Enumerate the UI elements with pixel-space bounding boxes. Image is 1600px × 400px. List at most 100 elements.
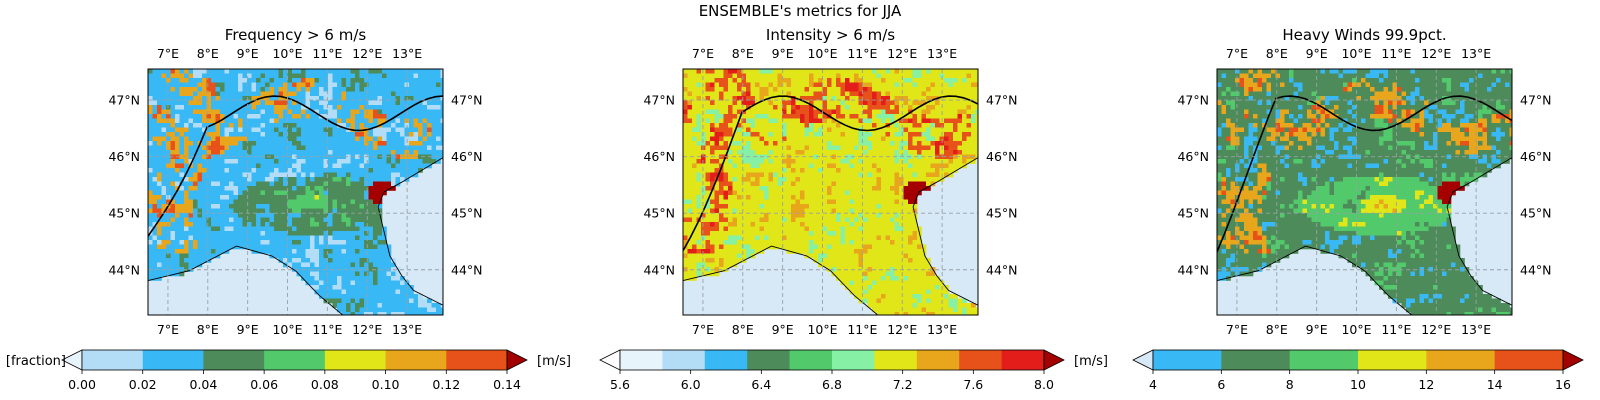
lat-tick-label-left: 46°N xyxy=(643,149,675,164)
colorbar-tick-label: 6.4 xyxy=(751,377,771,392)
lat-tick-label-right: 47°N xyxy=(986,93,1018,108)
coastline xyxy=(377,157,443,306)
colorbar-tick-label: 10 xyxy=(1350,377,1366,392)
colorbar-segment xyxy=(1289,350,1359,370)
lat-tick-label-right: 46°N xyxy=(986,149,1018,164)
lon-tick-label-top: 10°E xyxy=(807,46,837,61)
lon-tick-label-top: 13°E xyxy=(1461,46,1491,61)
lat-tick-label-right: 45°N xyxy=(986,206,1018,221)
lon-tick-label-top: 11°E xyxy=(1381,46,1411,61)
lon-tick-label-bottom: 12°E xyxy=(352,322,382,337)
lon-tick-label-bottom: 10°E xyxy=(272,322,302,337)
coastline xyxy=(912,157,978,306)
lon-tick-label-bottom: 8°E xyxy=(197,322,219,337)
lat-tick-label-right: 45°N xyxy=(1520,206,1552,221)
lon-tick-label-top: 13°E xyxy=(392,46,422,61)
colorbar-extend-over xyxy=(1043,349,1065,371)
colorbar-segment xyxy=(747,350,790,370)
colorbar-segment xyxy=(1494,350,1564,370)
lon-tick-label-top: 12°E xyxy=(887,46,917,61)
lat-tick-label-left: 44°N xyxy=(643,262,675,277)
colorbar-segment xyxy=(264,350,326,370)
map-panel-2: Intensity > 6 m/s 7°E 7°E 8°E 8°E 9°E 9°E 10°E 1… xyxy=(599,26,1108,392)
colorbar-tick-label: 7.6 xyxy=(963,377,983,392)
colorbar-segment xyxy=(203,350,265,370)
lat-tick-label-left: 46°N xyxy=(108,149,140,164)
panel-title: Frequency > 6 m/s xyxy=(225,26,367,44)
colorbar-tick-label: 0.06 xyxy=(250,377,278,392)
wind-field xyxy=(148,69,443,315)
lon-tick-label-top: 9°E xyxy=(1306,46,1328,61)
wind-field xyxy=(1217,69,1512,315)
lon-tick-label-bottom: 7°E xyxy=(157,322,179,337)
figure-suptitle: ENSEMBLE's metrics for JJA xyxy=(699,2,902,20)
lat-tick-label-right: 44°N xyxy=(451,262,483,277)
colorbar-segment xyxy=(1426,350,1496,370)
colorbar-left-label: [fraction] xyxy=(6,354,66,369)
coastline xyxy=(148,245,343,315)
lat-tick-label-right: 44°N xyxy=(986,262,1018,277)
map-frame xyxy=(147,68,444,316)
colorbar-segment xyxy=(620,350,663,370)
colorbar-segment xyxy=(1358,350,1427,370)
lon-tick-label-top: 11°E xyxy=(312,46,342,61)
wind-field xyxy=(683,69,978,315)
lon-tick-label-top: 10°E xyxy=(1341,46,1371,61)
lat-tick-label-left: 45°N xyxy=(1177,206,1209,221)
lat-tick-label-right: 47°N xyxy=(1520,93,1552,108)
map-panel-3: Heavy Winds 99.9pct. 7°E 7°E 8°E 8°E 9°E 9°E 10… xyxy=(1132,26,1584,392)
lon-tick-label-bottom: 13°E xyxy=(1461,322,1491,337)
lat-tick-label-right: 46°N xyxy=(1520,149,1552,164)
colorbar-tick-label: 8 xyxy=(1286,377,1294,392)
country-border xyxy=(1217,95,1512,253)
colorbar-segment xyxy=(142,350,204,370)
colorbar: 5.6 6.0 6.4 6.8 7.2 7.6 8.0 [m/s] xyxy=(599,349,1108,392)
colorbar-tick-label: 6.8 xyxy=(822,377,842,392)
colorbar-right-label: [m/s] xyxy=(1074,354,1108,369)
colorbar-extend-over xyxy=(1562,349,1584,371)
lat-tick-label-right: 46°N xyxy=(451,149,483,164)
colorbar-segment xyxy=(1153,350,1222,370)
lon-tick-label-bottom: 13°E xyxy=(392,322,422,337)
lon-tick-label-top: 7°E xyxy=(157,46,179,61)
map-frame xyxy=(682,68,979,316)
lat-tick-label-left: 44°N xyxy=(1177,262,1209,277)
colorbar-tick-label: 4 xyxy=(1149,377,1157,392)
lon-tick-label-bottom: 8°E xyxy=(732,322,754,337)
colorbar-segment xyxy=(446,350,508,370)
colorbar-right-label: [m/s] xyxy=(537,354,571,369)
graticule xyxy=(1217,69,1512,315)
colorbar-tick-label: 12 xyxy=(1418,377,1434,392)
colorbar: 0.00 0.02 0.04 0.06 0.08 0.10 0.12 0.14 [fractio… xyxy=(6,349,571,392)
lon-tick-label-bottom: 9°E xyxy=(772,322,794,337)
lat-tick-label-left: 47°N xyxy=(1177,93,1209,108)
colorbar-segment xyxy=(874,350,918,370)
colorbar-tick-label: 5.6 xyxy=(610,377,630,392)
colorbar-segment xyxy=(959,350,1002,370)
lon-tick-label-top: 11°E xyxy=(847,46,877,61)
colorbar-segment xyxy=(916,350,960,370)
coastline xyxy=(683,245,878,315)
coastline xyxy=(1446,157,1512,306)
country-border xyxy=(683,95,978,252)
colorbar-tick-label: 8.0 xyxy=(1034,377,1054,392)
lon-tick-label-top: 12°E xyxy=(352,46,382,61)
lon-tick-label-bottom: 11°E xyxy=(847,322,877,337)
lon-tick-label-bottom: 7°E xyxy=(1226,322,1248,337)
lon-tick-label-bottom: 12°E xyxy=(1421,322,1451,337)
colorbar-tick-label: 6 xyxy=(1217,377,1225,392)
colorbar-tick-label: 7.2 xyxy=(893,377,913,392)
lat-tick-label-right: 47°N xyxy=(451,93,483,108)
colorbar-segment xyxy=(1221,350,1291,370)
lon-tick-label-bottom: 10°E xyxy=(807,322,837,337)
colorbar-tick-label: 0.04 xyxy=(190,377,218,392)
colorbar-tick-label: 0.14 xyxy=(493,377,521,392)
lat-tick-label-left: 47°N xyxy=(108,93,140,108)
lon-tick-label-bottom: 11°E xyxy=(312,322,342,337)
lat-tick-label-left: 47°N xyxy=(643,93,675,108)
colorbar: 4 6 8 10 12 14 16 xyxy=(1132,349,1584,392)
lon-tick-label-top: 8°E xyxy=(197,46,219,61)
colorbar-tick-label: 14 xyxy=(1487,377,1503,392)
colorbar-tick-label: 6.0 xyxy=(681,377,701,392)
colorbar-tick-label: 0.02 xyxy=(129,377,157,392)
